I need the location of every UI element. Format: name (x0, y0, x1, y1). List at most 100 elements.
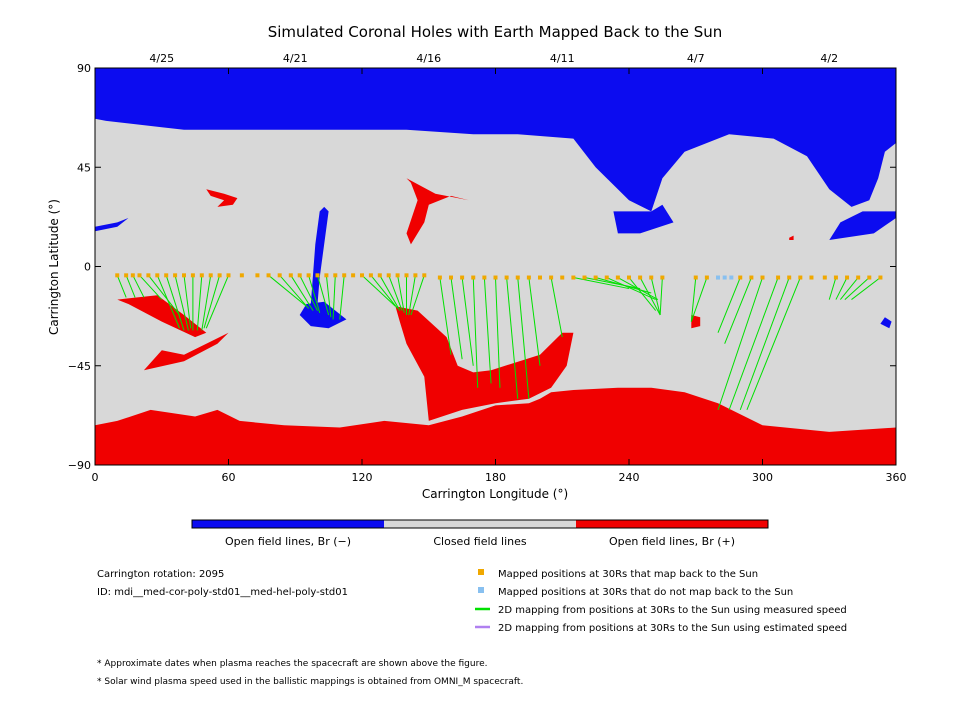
mapped-position-marker (115, 273, 120, 278)
measured-speed-mapping-line (472, 277, 479, 388)
measured-speed-mapping-line (156, 275, 181, 329)
measured-speed-mapping-line (506, 277, 519, 399)
mapped-position-marker (627, 275, 631, 280)
mapped-position-marker (693, 275, 698, 280)
mapped-position-marker (856, 275, 861, 280)
y-axis-label: Carrington Latitude (°) (47, 199, 61, 335)
x-tick-label: 360 (886, 471, 907, 484)
measured-speed-mapping-line (650, 277, 661, 316)
measured-speed-mapping-line (461, 277, 474, 366)
colorbar-frame (191, 519, 769, 529)
legend: Mapped positions at 30Rs that map back t… (475, 569, 847, 634)
mapped-position-marker (760, 275, 765, 280)
mapped-position-marker (822, 275, 827, 280)
measured-speed-mapping-line (739, 277, 790, 411)
y-tick-label: 45 (77, 161, 91, 174)
legend-marker-unmapped (478, 587, 484, 593)
positive-coronal-hole (691, 315, 701, 329)
mapped-position-marker (449, 275, 453, 280)
mapped-position-marker (173, 273, 178, 278)
measured-speed-mapping-line (724, 277, 752, 344)
measured-speed-mapping-line (717, 277, 763, 411)
mapped-position-marker (638, 275, 643, 280)
top-date-labels: 4/25 4/21 4/16 4/11 4/7 4/2 (149, 52, 838, 65)
plot-area (94, 67, 897, 466)
measured-speed-mapping-line (397, 275, 405, 313)
measured-speed-mapping-line (717, 277, 741, 333)
measured-speed-mapping-line (495, 277, 501, 388)
y-axis: −90 −45 0 45 90 (68, 62, 896, 472)
measured-speed-mapping-line (746, 277, 801, 411)
measured-speed-mapping-line (517, 277, 530, 399)
mapped-position-marker (342, 273, 347, 278)
mapped-position-marker (255, 273, 260, 278)
top-date-label: 4/2 (820, 52, 838, 65)
measured-speed-mapping-line (174, 275, 189, 331)
mapped-position-marker (738, 275, 743, 280)
positive-coronal-hole (406, 178, 469, 245)
measured-speed-mapping-line (550, 277, 563, 338)
mapped-position-marker (226, 273, 231, 278)
measured-speed-mapping-line (361, 274, 396, 307)
measured-speed-mapping-line (196, 275, 203, 331)
mapped-position-marker (199, 273, 204, 278)
negative-coronal-hole (613, 204, 674, 234)
mapped-position-marker (413, 273, 418, 278)
measured-speed-mapping-line (659, 277, 663, 316)
mapped-position-marker (649, 275, 654, 280)
x-tick-label: 0 (92, 471, 99, 484)
x-axis: 0 60 120 180 240 300 360 (92, 68, 907, 484)
mapped-position-marker (124, 273, 129, 278)
measured-speed-mapping-line (279, 274, 309, 309)
measured-speed-mapping-line (317, 275, 330, 316)
colorbar-label-closed: Closed field lines (433, 535, 527, 548)
mapped-position-marker (277, 273, 282, 278)
mapped-position-marker (845, 275, 850, 280)
mapped-position-marker (386, 273, 391, 278)
y-tick-label: −90 (68, 459, 91, 472)
measured-speed-mapping-line (851, 277, 881, 300)
mapped-position-marker (704, 275, 709, 280)
measured-speed-mapping-line (628, 277, 657, 311)
negative-coronal-hole (310, 206, 329, 304)
mapped-position-marker (582, 275, 587, 280)
y-tick-label: 90 (77, 62, 91, 75)
mapped-position-marker (460, 275, 465, 280)
colorbar-open-positive (576, 520, 768, 528)
measured-speed-mapping-line (205, 275, 229, 329)
measured-speed-mapping-line (165, 275, 185, 331)
measured-speed-mapping-line (379, 275, 401, 311)
legend-label-estimated: 2D mapping from positions at 30Rs to the… (498, 623, 847, 634)
mapped-position-marker (471, 275, 476, 280)
mapped-position-marker (878, 275, 883, 280)
measured-speed-mapping-line (332, 275, 336, 320)
mapped-position-marker (526, 275, 531, 280)
model-id: ID: mdi__med-cor-poly-std01__med-hel-pol… (97, 587, 348, 598)
measured-speed-mapping-line (116, 275, 127, 298)
positive-coronal-hole (143, 332, 229, 371)
mapped-position-marker (239, 273, 244, 278)
measured-speed-mapping-line (125, 275, 136, 298)
measured-speed-mapping-line (268, 274, 307, 307)
unmapped-position-marker (729, 275, 734, 280)
unmapped-position-marker (722, 275, 727, 280)
measured-speed-mapping-line (370, 275, 398, 309)
negative-coronal-hole (880, 317, 892, 329)
mapped-position-marker (360, 273, 364, 278)
colorbar-label-negative: Open field lines, Br (−) (225, 535, 351, 548)
measured-speed-mapping-line (639, 277, 661, 316)
mapped-position-marker (297, 273, 302, 278)
legend-marker-mapped (478, 569, 484, 575)
mapped-position-marker (404, 273, 409, 278)
legend-label-unmapped: Mapped positions at 30Rs that do not map… (498, 587, 793, 598)
negative-coronal-hole (829, 211, 896, 240)
measured-speed-mapping-line (483, 277, 492, 384)
measured-speed-mapping-line (839, 277, 859, 300)
mapped-position-marker (422, 273, 427, 278)
positive-coronal-hole (206, 189, 238, 207)
measured-speed-mapping-line (450, 277, 463, 360)
mapped-position-marker (538, 275, 542, 280)
legend-label-measured: 2D mapping from positions at 30Rs to the… (498, 605, 847, 616)
negative-coronal-hole (95, 218, 129, 232)
